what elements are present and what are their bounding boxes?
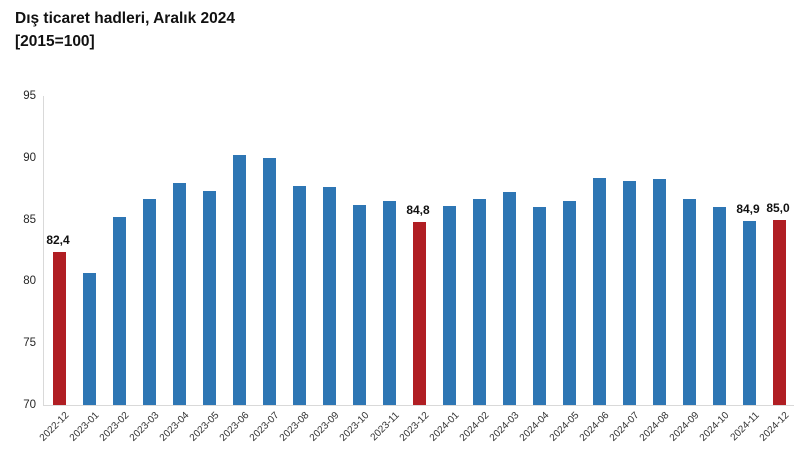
x-tick-label: 2023-08 [278,410,312,444]
y-tick-label: 80 [23,275,36,288]
bar-2024-06 [592,177,606,405]
bar-value-label: 84,8 [406,203,430,218]
bar-2022-12 [52,251,66,405]
x-tick-label: 2024-12 [758,410,792,444]
x-tick-label: 2022-12 [38,410,72,444]
x-tick-label: 2024-06 [578,410,612,444]
bar-value-label: 82,4 [46,232,70,247]
x-tick-label: 2023-04 [158,410,192,444]
bar-2023-06 [232,155,246,405]
x-tick-label: 2023-10 [338,410,372,444]
bar-2023-08 [292,186,306,405]
bar-2023-10 [352,204,366,405]
x-tick-label: 2024-04 [518,410,552,444]
x-tick-label: 2024-02 [458,410,492,444]
x-tick-label: 2023-02 [98,410,132,444]
bar-2023-12 [412,222,426,405]
bar-2024-12 [772,219,786,405]
bar-2024-05 [562,201,576,405]
bar-2024-01 [442,206,456,405]
x-tick-label: 2023-12 [398,410,432,444]
bar-2024-07 [622,181,636,405]
bar-2023-07 [262,157,276,405]
chart-title: Dış ticaret hadleri, Aralık 2024 [15,10,235,27]
x-tick-label: 2023-07 [248,410,282,444]
bar-2024-04 [532,207,546,405]
bar-value-label: 84,9 [736,201,760,216]
x-tick-label: 2024-07 [608,410,642,444]
x-tick-label: 2024-08 [638,410,672,444]
bar-value-label: 85,0 [766,200,790,215]
bar-2024-09 [682,198,696,405]
y-tick-label: 85 [23,213,36,226]
y-tick-label: 90 [23,151,36,164]
plot-area [43,96,794,406]
bar-2023-01 [82,272,96,405]
bar-2023-05 [202,191,216,405]
y-tick-label: 95 [23,90,36,102]
x-tick-label: 2023-11 [368,410,402,444]
x-tick-label: 2024-01 [428,410,462,444]
x-tick-label: 2023-01 [68,410,102,444]
x-tick-label: 2023-06 [218,410,252,444]
bar-2023-09 [322,187,336,405]
bar-2023-04 [172,182,186,405]
x-tick-label: 2023-03 [128,410,162,444]
bar-2024-10 [712,207,726,405]
bar-2024-02 [472,198,486,405]
bar-2024-03 [502,192,516,405]
chart-subtitle: [2015=100] [15,33,95,50]
bar-2024-11 [742,220,756,405]
x-tick-label: 2023-09 [308,410,342,444]
x-tick-label: 2024-05 [548,410,582,444]
x-tick-label: 2024-03 [488,410,522,444]
y-tick-label: 70 [23,399,36,411]
bar-2023-11 [382,201,396,405]
x-tick-label: 2024-09 [668,410,702,444]
bar-2023-03 [142,198,156,405]
bar-2024-08 [652,178,666,405]
x-tick-label: 2024-10 [698,410,732,444]
bar-2023-02 [112,217,126,405]
y-tick-label: 75 [23,337,36,350]
x-tick-label: 2024-11 [728,410,762,444]
x-tick-label: 2023-05 [188,410,222,444]
